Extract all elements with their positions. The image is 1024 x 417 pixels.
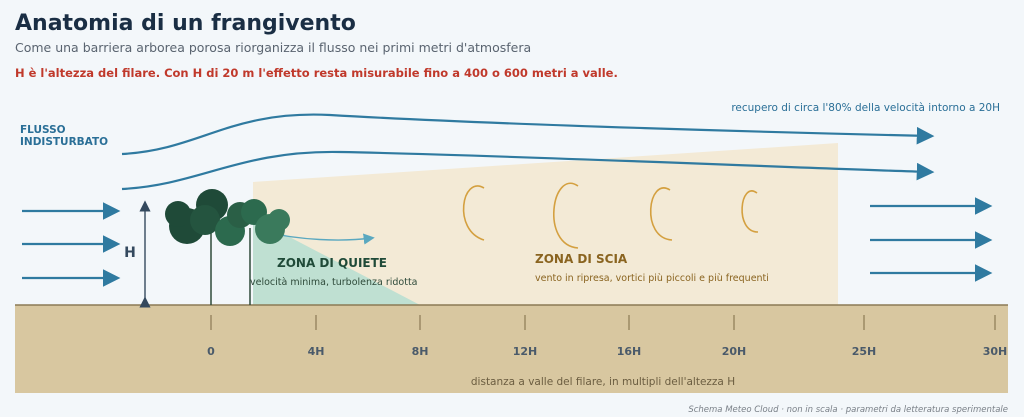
zone-description: vento in ripresa, vortici più piccoli e … (535, 273, 769, 284)
title: Anatomia di un frangivento (15, 11, 356, 36)
zone-title: ZONA DI QUIETE (277, 256, 387, 270)
flow-label: INDISTURBATO (20, 136, 108, 148)
tick-label: 8H (412, 345, 429, 358)
tick-label: 4H (308, 345, 325, 358)
flow-line (121, 150, 935, 191)
trees (165, 189, 290, 305)
height-label: H (124, 245, 136, 261)
recovery-note: recupero di circa l'80% della velocità i… (731, 102, 1000, 114)
flow-line (121, 113, 935, 156)
flow-label: FLUSSO (20, 124, 66, 136)
zone-title: ZONA DI SCIA (535, 252, 628, 266)
axis-label: distanza a valle del filare, in multipli… (471, 376, 735, 388)
tick-label: 16H (617, 345, 642, 358)
ground (15, 305, 1008, 393)
footer: Schema Meteo Cloud · non in scala · para… (688, 405, 1008, 415)
quiet-zone (253, 218, 420, 305)
subtitle: Come una barriera arborea porosa riorgan… (15, 40, 531, 55)
zone-description: velocità minima, turbolenza ridotta (250, 277, 418, 288)
tick-label: 12H (513, 345, 538, 358)
note: H è l'altezza del filare. Con H di 20 m … (15, 66, 618, 80)
vortices (462, 182, 759, 249)
tick-label: 25H (852, 345, 877, 358)
tick-label: 30H (983, 345, 1008, 358)
inflow-arrows (22, 197, 993, 287)
tick-label: 20H (722, 345, 747, 358)
tick-label: 0 (207, 345, 215, 358)
wake-zone (253, 143, 838, 305)
axis: 0 4H 8H 12H 16H 20H 25H 30H (207, 315, 1007, 358)
